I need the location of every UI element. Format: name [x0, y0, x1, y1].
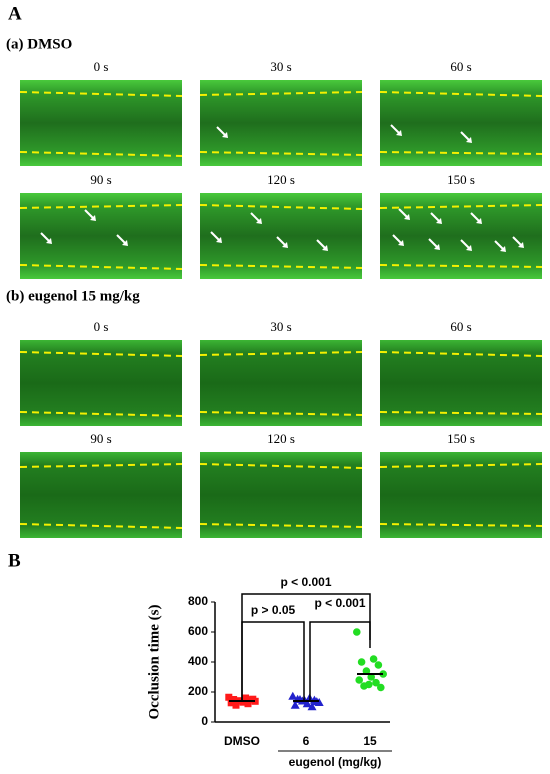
vessel-edge: [379, 463, 543, 468]
vessel-edge: [379, 523, 543, 527]
time-label: 120 s: [267, 431, 295, 446]
vessel-edge: [379, 204, 543, 209]
arrow-head: [46, 238, 52, 244]
vessel-edge: [19, 151, 183, 157]
arrow-head: [90, 215, 96, 221]
arrow-head: [122, 240, 128, 246]
x-tick-label: 6: [303, 734, 310, 748]
vessel-edge: [19, 523, 183, 529]
point: [249, 695, 257, 703]
point: [242, 694, 250, 702]
point: [377, 683, 385, 692]
p-value: p < 0.001: [314, 596, 365, 610]
arrow-head: [216, 237, 222, 243]
point: [362, 667, 371, 675]
point: [225, 693, 233, 701]
time-label: 60 s: [450, 319, 471, 334]
point: [227, 699, 235, 707]
point: [307, 702, 317, 711]
time-label: 90 s: [90, 431, 111, 446]
panel-label: B: [8, 550, 21, 571]
time-label: 150 s: [447, 172, 475, 187]
point: [379, 670, 388, 678]
y-tick-label: 600: [188, 624, 208, 638]
section-title: (a) DMSO: [6, 36, 72, 52]
arrow-head: [434, 244, 440, 250]
arrow-head: [398, 240, 404, 246]
bracket: [241, 621, 305, 700]
point: [244, 700, 252, 708]
arrow-head: [404, 214, 410, 220]
point: [288, 691, 298, 700]
x-tick-label: DMSO: [224, 734, 260, 748]
point: [355, 676, 364, 684]
vessel-edge: [379, 91, 543, 97]
dot-plot: 0 200 400 600 800 Occlusion time (s) DMSO 6 15 eu…: [146, 575, 392, 769]
point: [365, 680, 373, 689]
vessel-edge: [19, 463, 183, 468]
p-value: p < 0.001: [280, 575, 331, 589]
vessel-edge: [199, 91, 363, 96]
section-title: (b) eugenol 15 mg/kg: [6, 288, 140, 304]
point: [369, 655, 378, 663]
time-label: 120 s: [267, 172, 295, 187]
vessel-edge: [19, 264, 183, 270]
vessel-edge: [19, 351, 183, 357]
vessel-edge: [199, 264, 363, 269]
y-tick-label: 200: [188, 684, 208, 698]
arrow-head: [518, 242, 524, 248]
panel-label: A: [8, 3, 22, 24]
arrow-head: [500, 246, 506, 252]
vessel-edge: [379, 151, 543, 155]
point: [367, 673, 376, 681]
vessel-edge: [379, 264, 543, 268]
arrow-head: [322, 245, 328, 251]
vessel-edge: [199, 151, 363, 156]
y-tick-label: 800: [188, 594, 208, 608]
y-axis-label: Occlusion time (s): [146, 605, 162, 720]
arrow-head: [436, 218, 442, 224]
vessel-edge: [199, 351, 363, 356]
point: [232, 701, 240, 709]
vessel-edge: [379, 351, 543, 357]
time-label: 30 s: [270, 59, 291, 74]
point: [290, 700, 300, 709]
time-label: 0 s: [94, 59, 109, 74]
vessel-edge: [199, 204, 363, 210]
time-label: 30 s: [270, 319, 291, 334]
x-tick-label: 15: [363, 734, 377, 748]
vessel-edge: [19, 204, 183, 209]
group-label: eugenol (mg/kg): [289, 755, 382, 769]
arrow-head: [256, 218, 262, 224]
time-label: 90 s: [90, 172, 111, 187]
arrow-head: [466, 245, 472, 251]
arrow-head: [476, 218, 482, 224]
vessel-edge: [199, 463, 363, 469]
point: [353, 628, 361, 636]
time-label: 0 s: [94, 319, 109, 334]
point: [372, 678, 380, 687]
vessel-edge: [199, 411, 363, 416]
arrow-head: [396, 130, 402, 136]
point: [357, 658, 366, 666]
vessel-edge: [199, 523, 363, 528]
arrow-head: [466, 137, 472, 143]
time-label: 60 s: [450, 59, 471, 74]
y-tick-label: 400: [188, 654, 208, 668]
arrow-head: [282, 242, 288, 248]
point: [374, 661, 383, 669]
vessel-edge: [379, 411, 543, 415]
p-value: p > 0.05: [251, 603, 296, 617]
bracket: [309, 621, 371, 700]
vessel-edge: [19, 411, 183, 417]
vessel-edge: [19, 91, 183, 97]
arrow-head: [222, 132, 228, 138]
y-tick-label: 0: [201, 714, 208, 728]
time-label: 150 s: [447, 431, 475, 446]
